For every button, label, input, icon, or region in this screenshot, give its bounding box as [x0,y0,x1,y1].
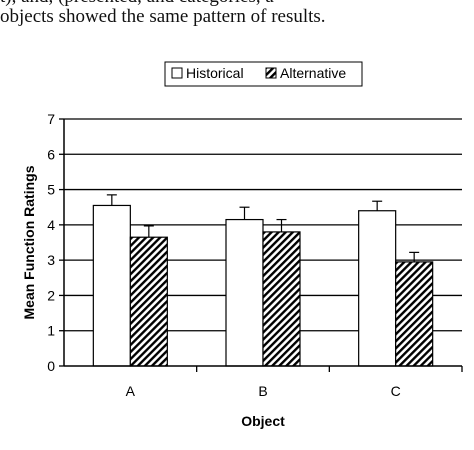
legend-label-historical: Historical [186,65,244,81]
axis-labels: Object Mean Function Ratings [21,165,285,429]
x-axis-title: Object [241,413,285,429]
legend-swatch-historical [171,67,183,79]
legend-box [164,61,363,87]
y-axis-title: Mean Function Ratings [21,165,37,319]
x-tick-label-c: C [391,383,401,399]
bar-alternative-b [262,231,301,367]
bars [92,194,434,367]
y-tick-label-3: 3 [47,252,55,268]
legend-label-alternative: Alternative [280,65,346,81]
y-tick-label-1: 1 [47,323,55,339]
y-tick-label-4: 4 [47,217,55,233]
bar-historical-b [225,218,264,367]
legend: Historical Alternative [164,61,363,87]
caption-line-1: t), and, (presented, and categories, a [0,0,274,8]
y-tick-label-7: 7 [47,111,55,127]
y-tick-label-0: 0 [47,358,55,374]
caption-line-2: objects showed the same pattern of resul… [0,6,326,27]
y-tick-label-6: 6 [47,146,55,162]
bar-alternative-a [129,236,168,367]
bar-historical-a [92,204,131,367]
x-tick-label-a: A [126,383,136,399]
x-tick-label-b: B [258,383,267,399]
bar-historical-c [358,210,397,367]
bar-alternative-c [395,261,434,367]
y-tick-label-2: 2 [47,287,55,303]
legend-swatch-alternative [265,67,277,79]
y-tick-label-5: 5 [47,182,55,198]
axes: 0 1 2 3 4 5 6 7 A B C [47,111,463,399]
